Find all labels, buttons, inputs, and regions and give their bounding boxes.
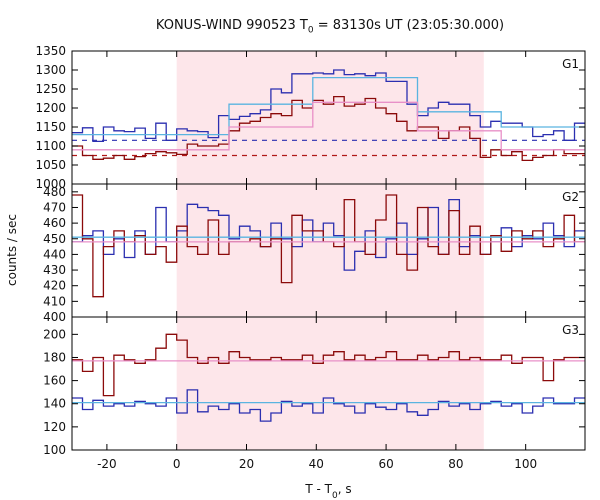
ytick-label-G1-5: 1250 [35, 82, 66, 96]
ytick-label-G2-4: 440 [43, 247, 66, 261]
panel-label-G3: G3 [562, 323, 579, 337]
ytick-label-G1-2: 1100 [35, 139, 66, 153]
xtick-label-5: 80 [448, 457, 463, 471]
title-subscript: 0 [307, 25, 314, 36]
panel-frame-G3 [71, 316, 586, 451]
chart-title: KONUS-WIND 990523 T0 = 83130s UT (23:05:… [0, 18, 600, 36]
ytick-label-G1-3: 1150 [35, 120, 66, 134]
y-axis-label: counts / sec [5, 214, 19, 286]
panel-label-G1: G1 [562, 57, 579, 71]
ytick-label-G2-5: 450 [43, 232, 66, 246]
xtick-label-1: 0 [173, 457, 181, 471]
x-axis-label: T - T0, s [304, 482, 351, 500]
ytick-label-G2-8: 480 [43, 185, 66, 199]
ytick-label-G3-5: 200 [43, 327, 66, 341]
ytick-label-G1-7: 1350 [35, 44, 66, 58]
ytick-label-G2-2: 420 [43, 279, 66, 293]
xtick-label-4: 60 [378, 457, 393, 471]
series-G1-1 [72, 95, 585, 162]
ytick-label-G1-6: 1300 [35, 63, 66, 77]
ytick-label-G2-3: 430 [43, 263, 66, 277]
title-prefix: KONUS-WIND 990523 T [155, 18, 308, 33]
ytick-label-G2-6: 460 [43, 216, 66, 230]
ytick-label-G3-4: 180 [43, 350, 66, 364]
xtick-label-3: 40 [309, 457, 324, 471]
ytick-label-G1-0: 1000 [35, 177, 66, 191]
ytick-label-G2-0: 400 [43, 310, 66, 324]
ytick-label-G1-4: 1200 [35, 101, 66, 115]
series-G1-2 [72, 76, 585, 136]
series-G3-1 [72, 333, 585, 397]
ytick-label-G1-1: 1050 [35, 158, 66, 172]
ytick-label-G3-0: 100 [43, 443, 66, 457]
title-suffix: = 83130s UT (23:05:30.000) [313, 18, 505, 33]
ytick-label-G3-3: 160 [43, 374, 66, 388]
xtick-label-2: 20 [239, 457, 254, 471]
ytick-label-G2-7: 470 [43, 200, 66, 214]
series-G1-3 [72, 101, 585, 151]
shaded-interval [176, 51, 484, 450]
series-G2-1 [72, 194, 585, 298]
panel-label-G2: G2 [562, 190, 579, 204]
ytick-label-G3-1: 120 [43, 420, 66, 434]
xtick-label-6: 100 [514, 457, 537, 471]
ytick-label-G2-1: 410 [43, 294, 66, 308]
xtick-label-0: -20 [97, 457, 117, 471]
series-G3-0 [72, 389, 585, 422]
ytick-label-G3-2: 140 [43, 397, 66, 411]
series-G1-0 [72, 69, 585, 143]
